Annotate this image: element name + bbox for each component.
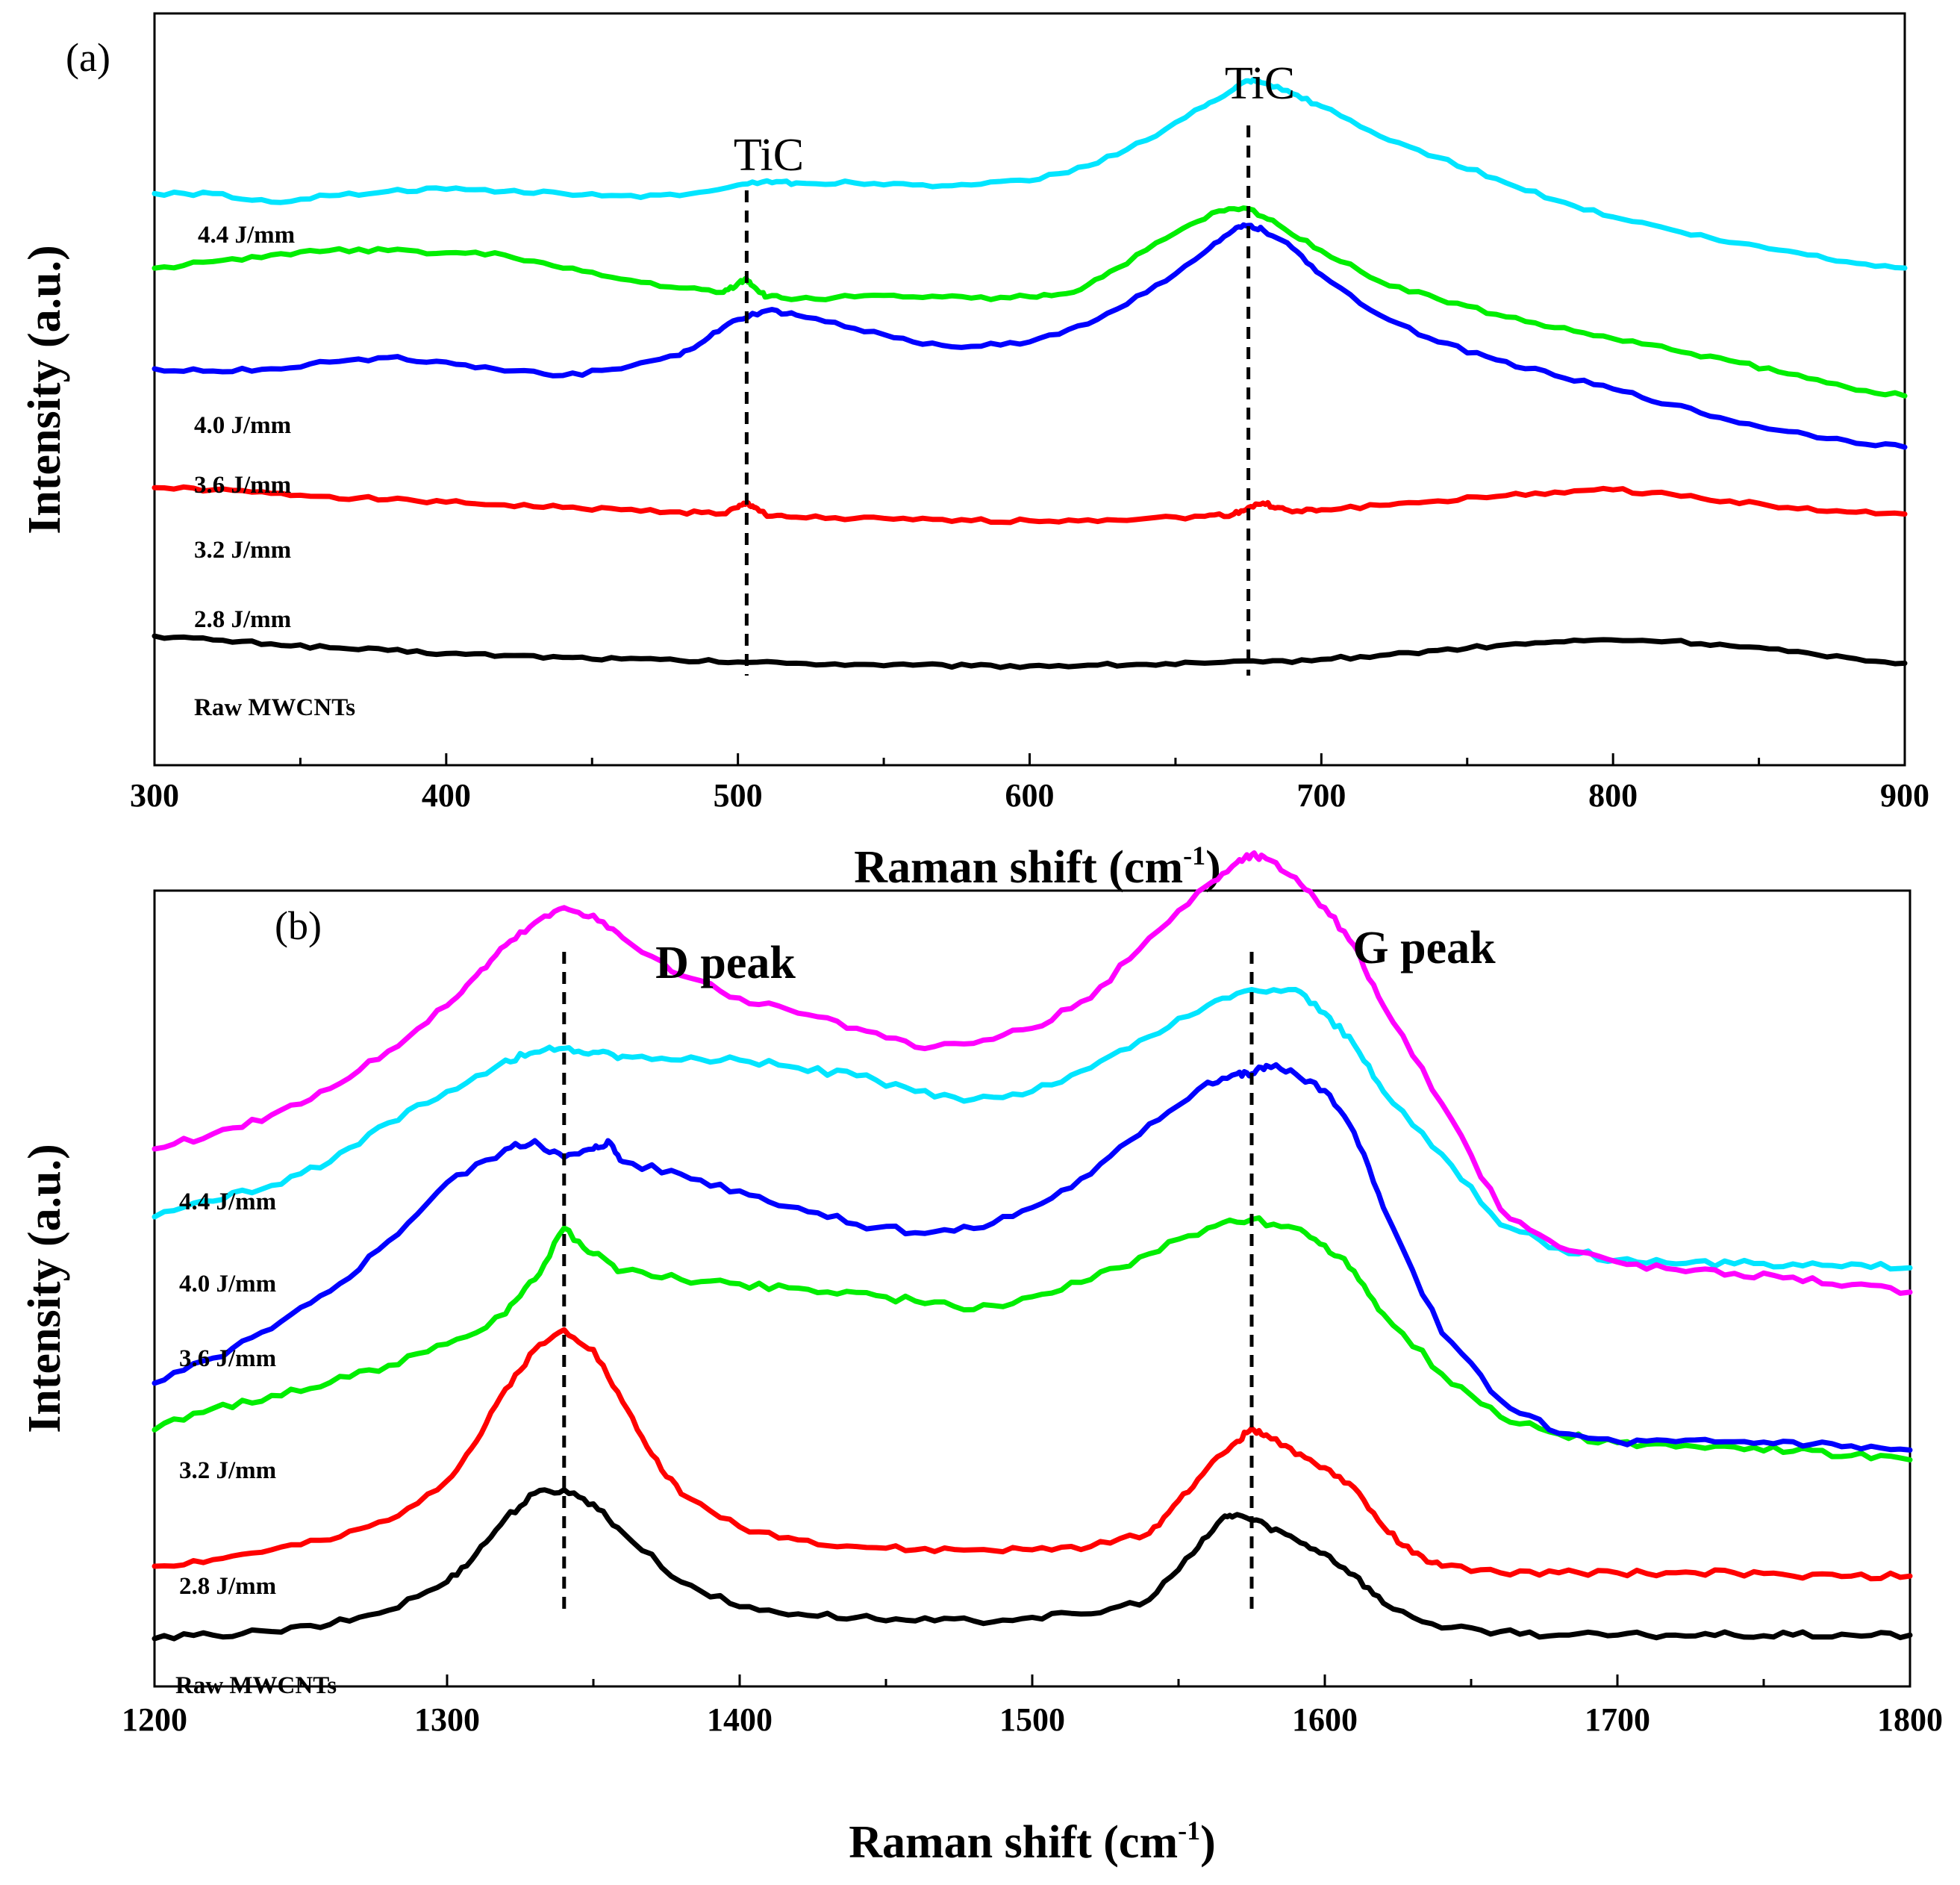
panel-a-x-ticks bbox=[153, 753, 1906, 765]
panel-b-label-4-0: 4.0 J/mm bbox=[179, 1271, 276, 1297]
panel-b-label-3-6: 3.6 J/mm bbox=[179, 1345, 276, 1372]
panel-a-peak-label-2: TiC bbox=[1225, 58, 1295, 109]
panel-a-series-labels: Raw MWCNTs 2.8 J/mm 3.2 J/mm 3.6 J/mm 4.… bbox=[194, 222, 355, 721]
panel-b-label-2-8: 2.8 J/mm bbox=[179, 1573, 276, 1600]
panel-b-x-ticks bbox=[153, 1674, 1911, 1686]
a-x-tick-label-600: 600 bbox=[1005, 777, 1055, 814]
b-x-tick-label-1400: 1400 bbox=[707, 1701, 773, 1738]
panel-b-peak-label-1: D peak bbox=[655, 938, 796, 988]
b-series-line-2-8 bbox=[152, 1327, 1913, 1582]
b-series-line-raw bbox=[152, 1487, 1913, 1642]
panel-b-series-labels: Raw MWCNTs 2.8 J/mm 3.2 J/mm 3.6 J/mm 4.… bbox=[175, 1188, 337, 1699]
panel-a-label-2-8: 2.8 J/mm bbox=[194, 606, 291, 633]
panel-a-peak-label-1: TiC bbox=[734, 130, 804, 181]
panel-a-peak-markers bbox=[744, 125, 1251, 676]
a-x-tick-label-300: 300 bbox=[130, 777, 179, 814]
panel-b: (b) 1200 1300 1400 1500 1600 1700 1800 Raman s… bbox=[19, 850, 1943, 1868]
a-series-line-3-6 bbox=[152, 205, 1908, 399]
panel-b-y-axis-title: Intensity (a.u.) bbox=[19, 1144, 70, 1433]
panel-b-label-3-2: 3.2 J/mm bbox=[179, 1457, 276, 1484]
b-x-tick-label-1700: 1700 bbox=[1585, 1701, 1650, 1738]
panel-b-series-group bbox=[152, 850, 1913, 1642]
panel-b-label: (b) bbox=[275, 903, 322, 948]
panel-a: (a) 300 400 500 600 700 800 900 Raman shift (c… bbox=[19, 12, 1929, 893]
panel-b-label-raw: Raw MWCNTs bbox=[175, 1672, 337, 1699]
panel-b-peak-markers bbox=[562, 952, 1254, 1609]
panel-a-label-4-0: 4.0 J/mm bbox=[194, 412, 291, 439]
a-x-tick-label-700: 700 bbox=[1296, 777, 1346, 814]
a-x-tick-label-500: 500 bbox=[714, 777, 763, 814]
panel-b-x-axis-title: Raman shift (cm-1) bbox=[849, 1816, 1216, 1868]
a-series-line-3-2 bbox=[152, 222, 1908, 450]
b-x-tick-label-1300: 1300 bbox=[414, 1701, 480, 1738]
b-series-line-3-6 bbox=[152, 1062, 1913, 1453]
b-series-line-4-4 bbox=[152, 850, 1913, 1296]
a-x-tick-label-400: 400 bbox=[422, 777, 471, 814]
b-x-tick-label-1200: 1200 bbox=[122, 1701, 187, 1738]
panel-a-label-3-2: 3.2 J/mm bbox=[194, 537, 291, 564]
a-series-line-2-8 bbox=[152, 484, 1908, 526]
a-x-tick-label-800: 800 bbox=[1588, 777, 1638, 814]
panel-a-label-4-4: 4.4 J/mm bbox=[198, 222, 295, 249]
a-series-line-raw bbox=[152, 633, 1908, 670]
a-x-tick-label-900: 900 bbox=[1880, 777, 1929, 814]
panel-a-label-raw: Raw MWCNTs bbox=[194, 694, 355, 721]
panel-a-x-tick-labels: 300 400 500 600 700 800 900 bbox=[130, 777, 1929, 814]
panel-a-y-axis-title: Intensity (a.u.) bbox=[19, 245, 70, 535]
panel-a-series-group bbox=[152, 77, 1908, 670]
panel-a-label-3-6: 3.6 J/mm bbox=[194, 472, 291, 499]
a-series-line-4-0 bbox=[152, 77, 1908, 271]
b-series-line-3-2 bbox=[152, 1215, 1913, 1462]
b-x-tick-label-1800: 1800 bbox=[1877, 1701, 1943, 1738]
panel-a-x-axis-title: Raman shift (cm-1) bbox=[854, 841, 1221, 893]
b-x-tick-label-1600: 1600 bbox=[1292, 1701, 1358, 1738]
panel-b-label-4-4: 4.4 J/mm bbox=[179, 1188, 276, 1215]
panel-b-peak-label-2: G peak bbox=[1352, 923, 1496, 973]
panel-b-x-tick-labels: 1200 1300 1400 1500 1600 1700 1800 bbox=[122, 1701, 1943, 1738]
panel-b-plot-frame bbox=[153, 889, 1911, 1688]
b-x-tick-label-1500: 1500 bbox=[999, 1701, 1065, 1738]
panel-a-label: (a) bbox=[66, 35, 110, 80]
